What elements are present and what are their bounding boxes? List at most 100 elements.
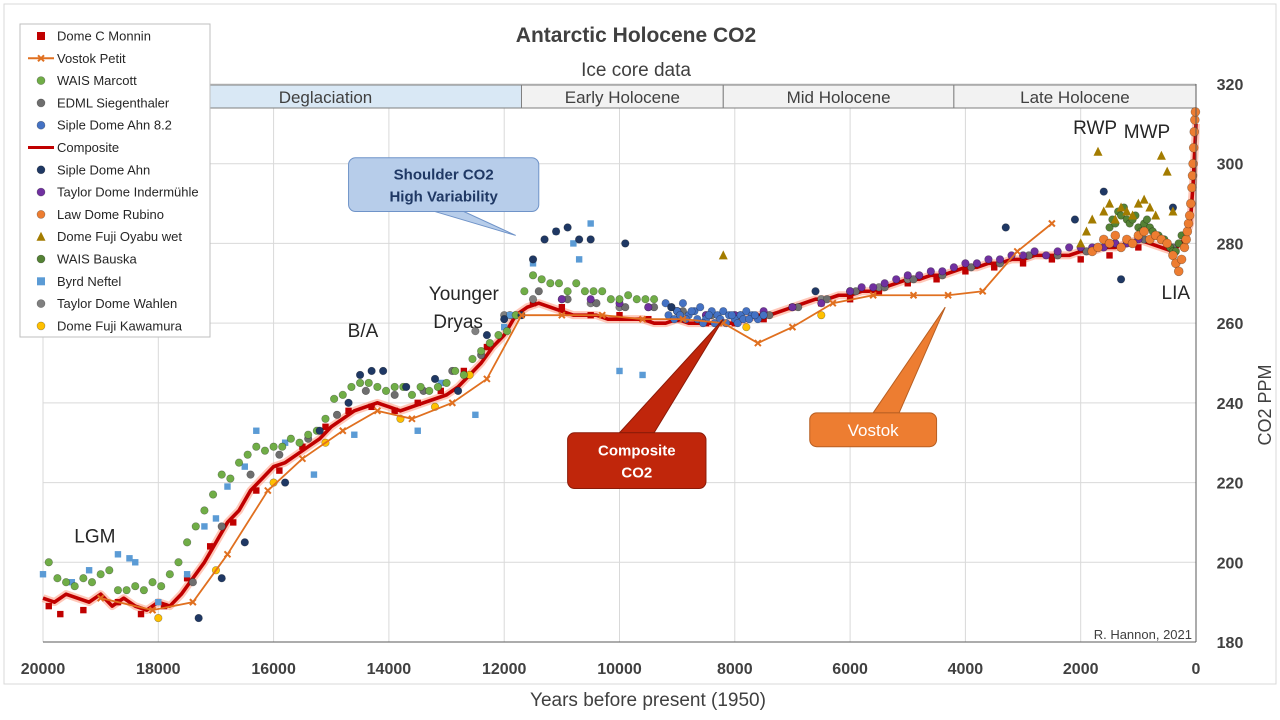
data-point [1188, 158, 1198, 169]
data-point [520, 287, 529, 296]
data-point [1048, 256, 1056, 263]
data-point [1151, 210, 1161, 220]
data-point [276, 467, 283, 474]
data-point [718, 250, 728, 260]
series-law-dome-rubino [1087, 107, 1201, 277]
data-point [1065, 243, 1074, 252]
data-point [330, 394, 339, 403]
x-tick-label: 6000 [832, 661, 868, 678]
data-point [529, 300, 537, 307]
legend-item: EDML Siegenthaler [36, 95, 170, 110]
data-point [240, 538, 249, 547]
data-point [322, 423, 329, 430]
data-point [616, 311, 623, 319]
data-point [880, 279, 889, 288]
data-point [592, 299, 601, 308]
legend-item: Taylor Dome Indermühle [36, 185, 199, 200]
data-point [528, 255, 538, 264]
data-point [528, 295, 538, 304]
data-point [355, 370, 365, 380]
data-point [546, 279, 555, 288]
data-point [96, 594, 105, 602]
data-point [355, 378, 365, 388]
data-point [70, 582, 79, 591]
legend-item: Law Dome Rubino [36, 207, 164, 222]
data-point [433, 382, 443, 392]
data-point [408, 415, 416, 423]
data-point [223, 550, 232, 559]
x-tick-label: 20000 [21, 661, 66, 678]
data-point [122, 586, 131, 595]
data-point [638, 315, 647, 323]
data-point [727, 311, 737, 320]
data-point [87, 578, 97, 587]
legend-marker [36, 299, 46, 308]
data-point [1116, 202, 1126, 212]
data-point [742, 323, 751, 332]
data-point [1081, 226, 1091, 236]
data-point [264, 486, 272, 495]
data-point [45, 602, 52, 610]
data-point [903, 271, 912, 280]
data-point [678, 299, 688, 308]
legend-label: Law Dome Rubino [57, 207, 164, 222]
y-tick-label: 180 [1217, 635, 1244, 652]
callout-box [348, 157, 540, 213]
legend-item: Siple Dome Ahn [36, 162, 150, 177]
data-point [598, 311, 606, 319]
data-point [183, 575, 191, 582]
series-vostok-petit [96, 219, 1056, 614]
chart-subtitle: Ice core data [581, 60, 691, 81]
data-point [822, 295, 832, 304]
legend-item: Taylor Dome Wahlen [36, 296, 177, 311]
data-point [572, 279, 581, 288]
data-point [226, 474, 235, 483]
data-point [407, 390, 417, 399]
data-point [1176, 254, 1187, 265]
data-point [224, 483, 231, 490]
data-point [1189, 127, 1200, 137]
data-point [390, 390, 399, 399]
data-point [632, 295, 641, 304]
data-point [857, 283, 866, 292]
data-point [68, 579, 76, 586]
data-point [1019, 260, 1027, 267]
data-point [131, 582, 140, 591]
data-point [53, 574, 62, 583]
data-point [938, 267, 947, 276]
data-point [189, 598, 197, 606]
data-point [502, 327, 512, 336]
data-point [217, 470, 226, 479]
legend-marker [37, 54, 45, 63]
data-point [1116, 275, 1126, 284]
data-point [1070, 215, 1080, 224]
data-point [1013, 247, 1021, 256]
data-point [321, 414, 330, 423]
legend-label: EDML Siegenthaler [57, 95, 170, 110]
data-point [1162, 166, 1172, 176]
data-point [286, 434, 295, 443]
data-point [1076, 238, 1086, 248]
data-point [1168, 250, 1178, 261]
data-point [379, 366, 388, 376]
data-point [1099, 206, 1109, 216]
data-point [165, 570, 174, 579]
data-point [451, 366, 460, 376]
data-point [580, 287, 590, 296]
data-point [1179, 242, 1190, 253]
data-point [416, 382, 425, 392]
data-point [696, 303, 705, 312]
legend-marker [37, 277, 45, 286]
legend-marker [37, 32, 45, 40]
data-point [1048, 219, 1056, 228]
data-point [811, 287, 820, 296]
data-point [733, 319, 742, 328]
data-point [742, 307, 751, 316]
data-point [1190, 115, 1200, 125]
callout-text: CO2 [621, 465, 652, 482]
legend-item: Byrd Neftel [37, 274, 121, 289]
series-line [100, 222, 1053, 612]
data-point [661, 299, 670, 308]
data-point [558, 311, 566, 319]
